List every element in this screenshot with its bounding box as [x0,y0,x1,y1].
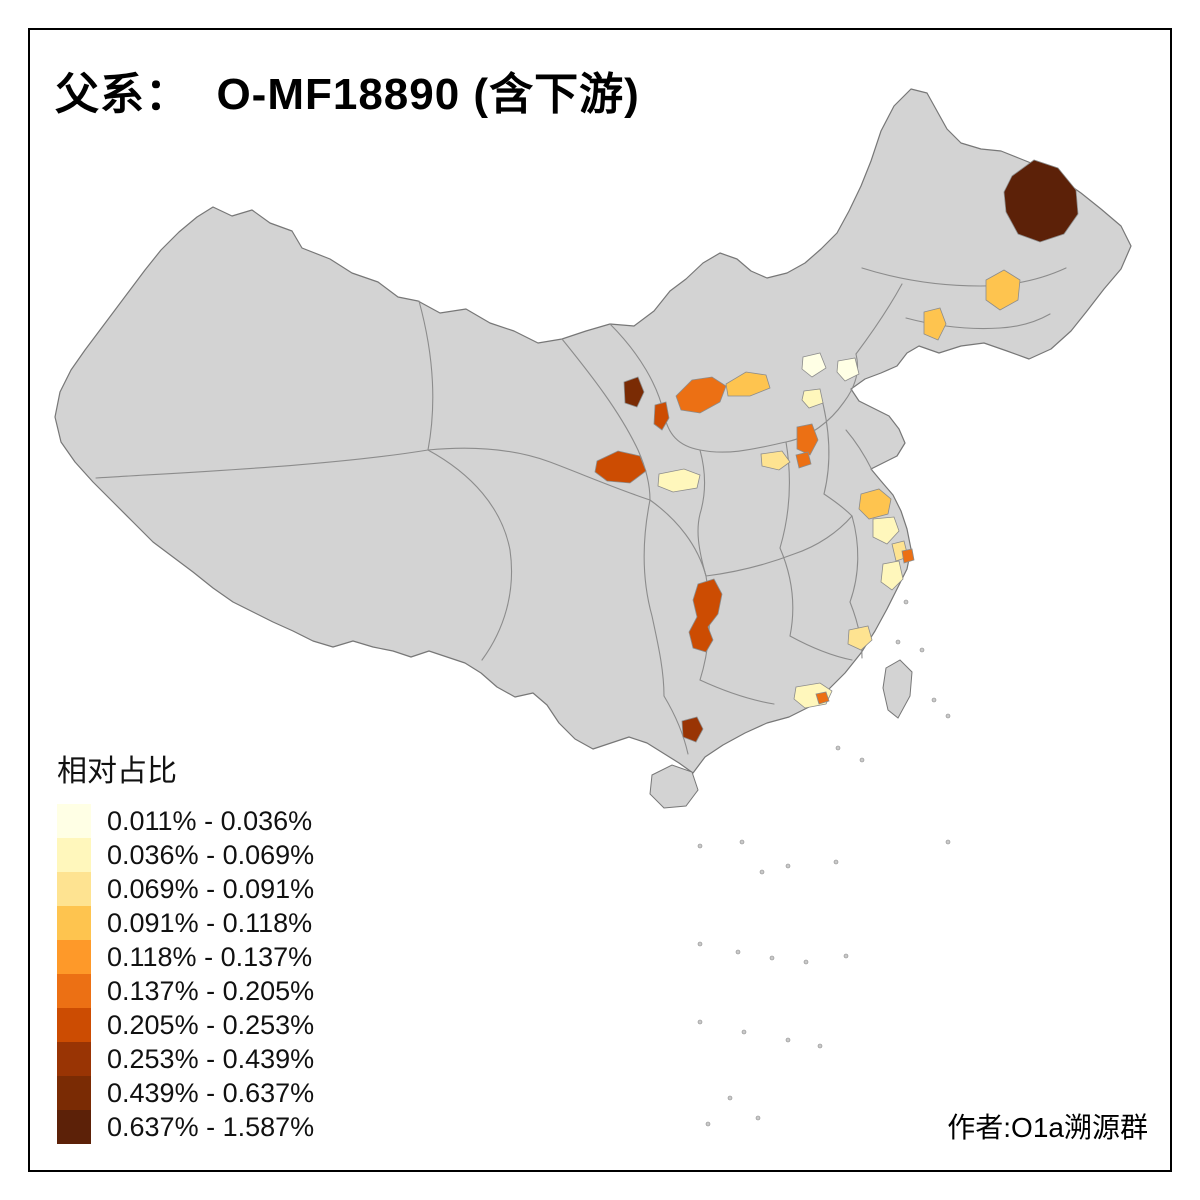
map-region-henan-north-pale [760,450,791,471]
map-region-guizhou-chongqing [688,578,723,653]
legend-label: 0.205% - 0.253% [107,1010,315,1040]
hainan-island [649,764,699,809]
map-region-tianjin-area [801,388,824,409]
map-region-zhejiang-north-pale [880,560,904,591]
map-region-northeast-heilongjiang [1003,159,1079,243]
legend-swatch [57,906,91,940]
legend-item: 0.118% - 0.137% [57,940,314,974]
legend-swatch [57,1076,91,1110]
map-region-jiangsu-south-pale [872,516,900,545]
legend-label: 0.137% - 0.205% [107,976,315,1006]
legend-swatch [57,1110,91,1144]
legend-swatch [57,1008,91,1042]
map-region-jilin-central [985,269,1021,311]
legend-label: 0.118% - 0.137% [107,942,313,972]
map-region-jiangsu-central [858,488,892,520]
legend-item: 0.439% - 0.637% [57,1076,314,1110]
map-region-shanxi-south [796,423,819,456]
legend-label: 0.069% - 0.091% [107,874,315,904]
legend-item: 0.011% - 0.036% [57,804,314,838]
map-region-beijing-west [801,352,827,378]
legend-swatch [57,872,91,906]
legend-item: 0.036% - 0.069% [57,838,314,872]
map-region-ningxia-north [623,376,645,408]
legend-swatch [57,1042,91,1076]
legend-item: 0.253% - 0.439% [57,1042,314,1076]
map-title: 父系： O-MF18890 (含下游) [55,70,640,119]
legend-label: 0.637% - 1.587% [107,1112,315,1142]
map-region-inner-mongolia-south [725,371,771,397]
map-region-guangxi-south-dark [681,716,704,743]
highlighted-regions [594,159,1079,743]
legend-item: 0.069% - 0.091% [57,872,314,906]
map-region-shaanxi-north [675,376,727,414]
legend-swatch [57,940,91,974]
legend-item: 0.205% - 0.253% [57,1008,314,1042]
map-region-guangdong-dot [815,691,830,705]
map-region-liaoning-west [923,307,947,341]
south-china-sea-islands [697,599,951,1127]
legend-title: 相对占比 [57,755,177,788]
legend-label: 0.253% - 0.439% [107,1044,315,1074]
legend-label: 0.036% - 0.069% [107,840,315,870]
legend-items: 0.011% - 0.036% 0.036% - 0.069% 0.069% - 0… [57,804,314,1144]
map-region-shanghai [901,548,915,564]
legend-item: 0.091% - 0.118% [57,906,314,940]
legend-swatch [57,804,91,838]
map-region-ningxia-south-sliver [653,401,670,431]
map-region-gansu-lanzhou [594,450,647,484]
map-region-beijing-east [836,357,860,382]
mainland-china [54,88,1132,774]
map-region-gansu-east-pale [657,468,701,493]
legend-swatch [57,838,91,872]
map-frame [28,28,1172,1172]
taiwan-island [882,659,913,719]
author-credit: 作者:O1a溯源群 [947,1112,1148,1143]
map-region-fujian-coast-pale [847,625,873,651]
legend-item: 0.637% - 1.587% [57,1110,314,1144]
legend-swatch [57,974,91,1008]
legend-label: 0.011% - 0.036% [107,806,313,836]
legend-label: 0.091% - 0.118% [107,908,313,938]
legend: 相对占比 0.011% - 0.036% 0.036% - 0.069% 0.069… [57,746,314,1144]
legend-item: 0.137% - 0.205% [57,974,314,1008]
map-region-henan-northeast [795,451,812,469]
legend-label: 0.439% - 0.637% [107,1078,315,1108]
